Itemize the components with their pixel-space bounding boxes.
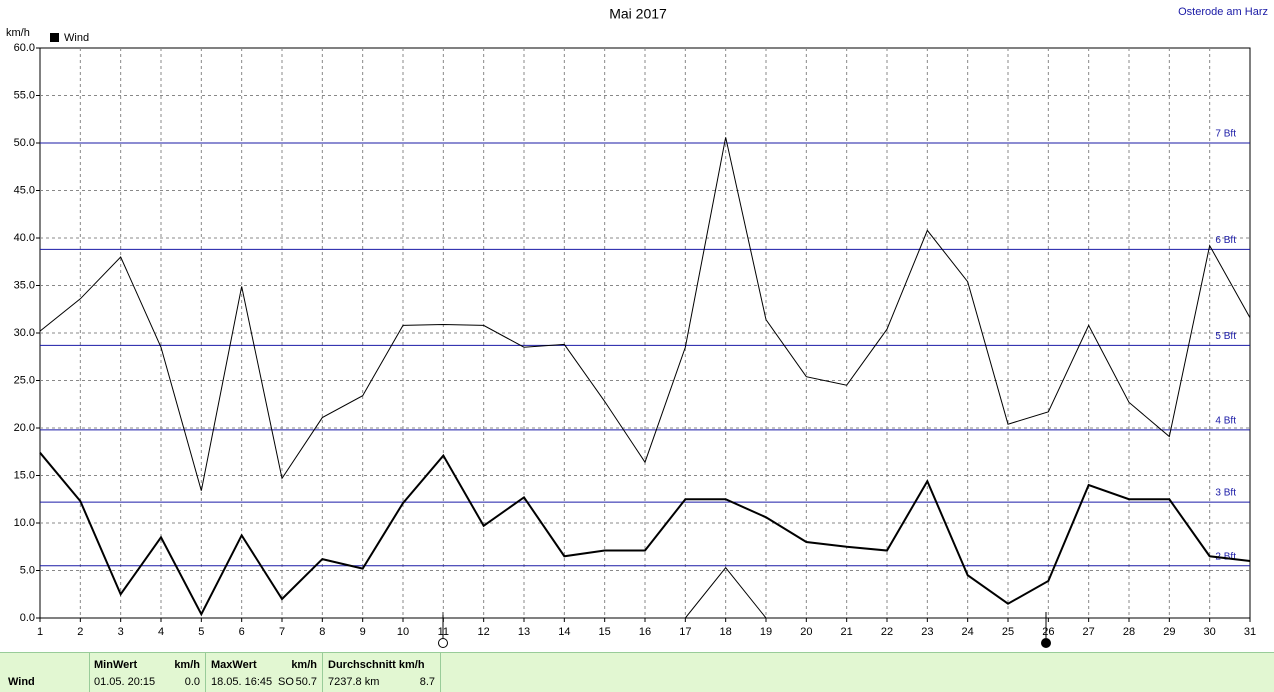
y-tick-label: 10.0 xyxy=(14,517,35,529)
data-line xyxy=(39,137,1251,491)
x-tick-label: 22 xyxy=(881,626,893,638)
beaufort-label: 7 Bft xyxy=(1215,129,1236,140)
stats-table: Wind MinWert km/h 01.05. 20:15 0.0 MaxWe… xyxy=(0,652,1274,692)
y-tick-label: 30.0 xyxy=(14,327,35,339)
y-tick-label: 0.0 xyxy=(20,612,35,624)
x-tick-label: 31 xyxy=(1244,626,1256,638)
location: Osterode am Harz xyxy=(1178,6,1268,18)
legend-swatch xyxy=(50,33,59,42)
stats-cell: Durchschnitt km/h 7237.8 km 8.7 xyxy=(323,653,441,692)
x-tick-label: 2 xyxy=(77,626,83,638)
legend-label: Wind xyxy=(64,32,89,44)
chart-title: Mai 2017 xyxy=(609,6,667,22)
stats-time: 18.05. 16:45 xyxy=(211,676,273,688)
stats-label: Wind xyxy=(8,676,35,688)
x-tick-label: 19 xyxy=(760,626,772,638)
x-tick-label: 28 xyxy=(1123,626,1135,638)
y-tick-label: 60.0 xyxy=(14,42,35,54)
x-tick-label: 15 xyxy=(599,626,611,638)
data-line xyxy=(39,452,1251,617)
stats-cell: Wind xyxy=(0,653,90,692)
stats-value: 8.7 xyxy=(419,676,435,688)
x-tick-label: 12 xyxy=(478,626,490,638)
x-tick-label: 13 xyxy=(518,626,530,638)
y-unit: km/h xyxy=(6,27,30,39)
x-tick-label: 7 xyxy=(279,626,285,638)
beaufort-label: 5 Bft xyxy=(1215,331,1236,342)
x-tick-label: 9 xyxy=(360,626,366,638)
beaufort-label: 6 Bft xyxy=(1215,235,1236,246)
y-tick-label: 35.0 xyxy=(14,279,35,291)
stats-cell: MaxWert km/h 18.05. 16:45 SO 50.7 xyxy=(206,653,323,692)
beaufort-label: 4 Bft xyxy=(1215,416,1236,427)
x-tick-label: 24 xyxy=(962,626,974,638)
x-tick-label: 5 xyxy=(198,626,204,638)
x-tick-label: 18 xyxy=(720,626,732,638)
stats-value: 50.7 xyxy=(295,676,317,688)
stats-value: 0.0 xyxy=(184,676,200,688)
x-tick-label: 14 xyxy=(558,626,570,638)
x-tick-label: 27 xyxy=(1083,626,1095,638)
x-tick-label: 21 xyxy=(841,626,853,638)
x-tick-label: 29 xyxy=(1163,626,1175,638)
chart: Mai 2017 Osterode am Harz km/h Wind 0.0 5… xyxy=(6,6,1268,648)
x-tick-label: 1 xyxy=(37,626,43,638)
new-moon-icon xyxy=(1041,638,1051,648)
stats-unit: km/h xyxy=(291,659,317,671)
x-tick-label: 6 xyxy=(239,626,245,638)
x-tick-label: 20 xyxy=(800,626,812,638)
stats-direction: SO xyxy=(278,676,294,688)
stats-unit: km/h xyxy=(174,659,200,671)
y-tick-label: 25.0 xyxy=(14,374,35,386)
x-tick-label: 23 xyxy=(921,626,933,638)
y-tick-label: 55.0 xyxy=(14,89,35,101)
x-tick-label: 4 xyxy=(158,626,164,638)
y-tick-label: 50.0 xyxy=(14,137,35,149)
data-line xyxy=(40,566,1250,619)
y-tick-label: 5.0 xyxy=(20,564,35,576)
x-tick-label: 8 xyxy=(319,626,325,638)
x-tick-label: 25 xyxy=(1002,626,1014,638)
stats-header: MinWert xyxy=(94,659,138,671)
beaufort-label: 3 Bft xyxy=(1215,488,1236,499)
y-tick-label: 15.0 xyxy=(14,469,35,481)
stats-time: 01.05. 20:15 xyxy=(94,676,156,688)
stats-header: Durchschnitt km/h xyxy=(328,659,425,671)
x-tick-label: 17 xyxy=(679,626,691,638)
x-tick-label: 3 xyxy=(118,626,124,638)
x-tick-label: 16 xyxy=(639,626,651,638)
stats-distance: 7237.8 km xyxy=(328,676,380,688)
full-moon-icon xyxy=(438,638,448,648)
y-tick-label: 45.0 xyxy=(14,184,35,196)
x-tick-label: 10 xyxy=(397,626,409,638)
y-tick-label: 20.0 xyxy=(14,422,35,434)
beaufort-label: 2 Bft xyxy=(1215,551,1236,562)
x-tick-label: 30 xyxy=(1204,626,1216,638)
x-tick-label: 11 xyxy=(438,626,449,638)
x-tick-label: 26 xyxy=(1042,626,1054,638)
stats-header: MaxWert xyxy=(211,659,257,671)
y-tick-label: 40.0 xyxy=(14,232,35,244)
stats-cell: MinWert km/h 01.05. 20:15 0.0 xyxy=(89,653,206,692)
